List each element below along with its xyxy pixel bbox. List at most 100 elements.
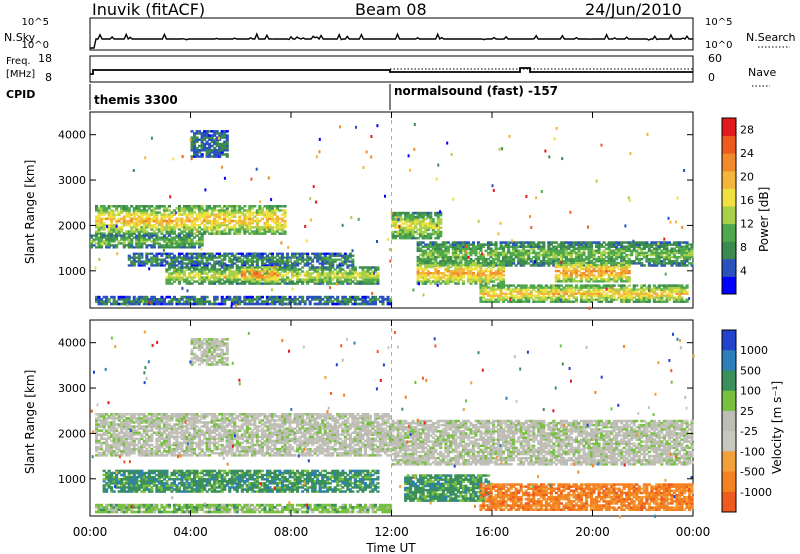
- power-cell: [326, 295, 330, 299]
- power-cell: [275, 274, 279, 277]
- power-cell: [481, 278, 485, 281]
- power-cell: [519, 300, 523, 303]
- power-cell: [278, 300, 282, 303]
- power-cell: [444, 247, 448, 250]
- power-cell: [220, 300, 224, 303]
- power-cell: [162, 217, 166, 221]
- power-cell: [612, 253, 616, 257]
- power-cell: [489, 276, 493, 279]
- power-cell: [373, 298, 377, 301]
- power-cell: [534, 253, 538, 257]
- power-cell: [260, 302, 264, 306]
- power-cell: [670, 264, 674, 267]
- power-cell: [622, 245, 626, 248]
- power-cell: [170, 262, 174, 265]
- power-cell: [200, 234, 204, 237]
- power-cell: [145, 302, 149, 306]
- power-cell: [524, 249, 528, 253]
- power-cell: [650, 264, 654, 267]
- power-cell: [371, 295, 375, 299]
- power-cell: [102, 205, 106, 208]
- power-cell: [514, 300, 518, 303]
- power-cell: [690, 255, 694, 259]
- power-cell: [170, 264, 174, 267]
- power-cell: [278, 266, 282, 269]
- power-cell: [270, 252, 274, 255]
- power-cell: [235, 232, 239, 235]
- power-cell: [120, 234, 124, 237]
- power-cell: [205, 209, 209, 212]
- power-cell: [489, 288, 493, 291]
- power-cell: [177, 240, 181, 243]
- power-cell: [220, 207, 224, 210]
- power-cell: [489, 280, 493, 283]
- power-cell: [145, 209, 149, 212]
- power-cell: [434, 247, 438, 250]
- power-cell: [481, 257, 485, 261]
- power-cell: [514, 251, 518, 255]
- power-cell: [235, 300, 239, 303]
- power-cell: [291, 268, 295, 271]
- power-cell: [115, 205, 119, 208]
- power-cell: [363, 298, 367, 301]
- power-cell: [265, 221, 269, 225]
- power-cell: [170, 215, 174, 218]
- power-cell: [331, 276, 335, 279]
- power-cell: [303, 258, 307, 261]
- power-cell: [235, 278, 239, 281]
- power-cell: [233, 209, 237, 212]
- power-cell: [190, 282, 194, 285]
- power-cell: [273, 211, 277, 214]
- power-cell: [466, 274, 470, 277]
- power-cell: [137, 234, 141, 237]
- power-cell: [175, 272, 179, 275]
- power-cell: [572, 243, 576, 246]
- power-cell: [172, 256, 176, 259]
- power-cell: [426, 222, 430, 225]
- power-cell: [499, 261, 503, 265]
- power-cell: [569, 249, 573, 253]
- power-cell: [275, 276, 279, 279]
- power-cell: [446, 257, 450, 261]
- power-cell: [132, 215, 136, 218]
- power-cell: [177, 282, 181, 285]
- power-cell: [512, 290, 516, 293]
- power-cell: [451, 262, 455, 265]
- power-cell: [253, 298, 257, 301]
- power-cell: [449, 270, 453, 273]
- power-cell: [331, 272, 335, 275]
- power-cell: [504, 257, 508, 261]
- power-cell: [215, 256, 219, 259]
- power-cell: [238, 258, 242, 261]
- power-cell: [200, 213, 204, 216]
- power-cell: [363, 274, 367, 277]
- power-cell: [283, 219, 287, 223]
- power-cell: [223, 228, 227, 231]
- power-cell: [162, 209, 166, 212]
- power-cell: [205, 215, 209, 218]
- power-cell: [127, 211, 131, 214]
- power-cell: [265, 217, 269, 221]
- power-cell: [341, 272, 345, 275]
- power-cell: [210, 256, 214, 259]
- power-cell: [552, 255, 556, 259]
- power-cell: [306, 295, 310, 299]
- power-cell: [514, 241, 518, 244]
- power-cell: [426, 274, 430, 277]
- power-cell: [233, 215, 237, 218]
- power-cell: [132, 217, 136, 221]
- power-cell: [328, 282, 332, 285]
- power-cell: [665, 249, 669, 253]
- power-cell: [481, 286, 485, 289]
- power-cell: [479, 292, 483, 295]
- power-cell: [213, 226, 217, 229]
- power-cell: [333, 282, 337, 285]
- power-cell: [396, 230, 400, 234]
- power-cell: [487, 300, 491, 303]
- power-cell: [213, 228, 217, 231]
- power-cell: [278, 232, 282, 235]
- power-cell: [579, 245, 583, 248]
- power-cell: [228, 264, 232, 267]
- power-cell: [499, 294, 503, 297]
- power-cell: [142, 213, 146, 216]
